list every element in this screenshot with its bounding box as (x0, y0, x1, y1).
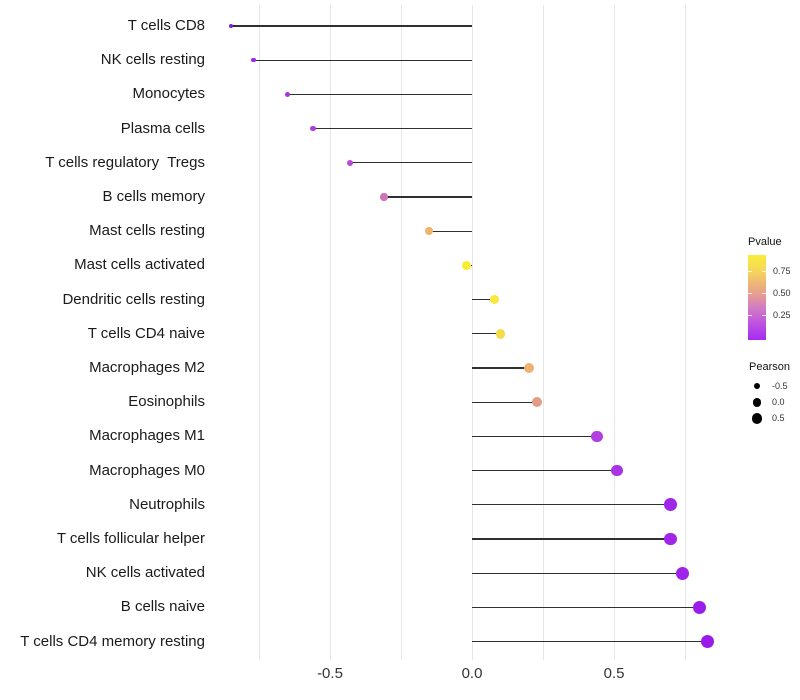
gridline (684, 5, 686, 660)
colorbar-tick (762, 292, 766, 294)
lollipop-segment (472, 333, 501, 335)
lollipop-segment (383, 196, 472, 198)
pvalue-legend-title: Pvalue (748, 236, 782, 248)
data-point (591, 430, 603, 443)
category-label: B cells naive (120, 598, 205, 616)
data-point (700, 634, 715, 649)
data-point (532, 397, 543, 408)
lollipop-segment (472, 606, 700, 609)
data-point (346, 159, 354, 167)
colorbar-tick (762, 270, 766, 272)
pvalue-tick-label: 0.50 (773, 287, 791, 298)
gridline (471, 5, 473, 660)
pearson-legend-title: Pearson (749, 361, 790, 373)
colorbar-tick (762, 315, 766, 316)
category-label: Mast cells activated (74, 256, 205, 274)
pvalue-tick-label: 0.25 (773, 310, 791, 320)
data-point (664, 498, 678, 512)
data-point (251, 57, 256, 63)
category-label: T cells CD8 (127, 17, 205, 34)
lollipop-segment (287, 93, 472, 96)
x-tick-label: 0.0 (461, 665, 483, 682)
data-point (461, 261, 471, 270)
category-label: T cells CD4 memory resting (20, 632, 205, 650)
lollipop-segment (253, 59, 472, 61)
category-label: T cells follicular helper (56, 530, 205, 547)
lollipop-segment (472, 469, 617, 472)
category-label: Neutrophils (129, 495, 205, 513)
category-label: Macrophages M0 (89, 461, 205, 479)
data-point (664, 532, 678, 546)
gridline (613, 5, 615, 660)
pearson-size-label: -0.5 (772, 380, 788, 391)
pearson-size-dot (751, 413, 763, 424)
lollipop-segment (472, 538, 671, 540)
lollipop-segment (472, 572, 683, 574)
data-point (490, 294, 500, 305)
lollipop-segment (429, 230, 472, 232)
pearson-size-dot (753, 382, 761, 390)
pearson-size-label: 0.0 (772, 396, 785, 407)
lollipop-segment (472, 640, 708, 643)
category-label: Monocytes (132, 85, 205, 103)
category-label: T cells CD4 naive (87, 324, 205, 342)
gridline (329, 5, 331, 660)
lollipop-segment (472, 504, 671, 506)
data-point (425, 227, 434, 236)
colorbar-tick (748, 315, 752, 316)
data-point (284, 91, 291, 98)
data-point (692, 600, 706, 615)
gridline (542, 5, 544, 660)
data-point (495, 329, 506, 339)
gridline (258, 5, 260, 660)
category-label: B cells memory (102, 188, 205, 205)
data-point (310, 125, 316, 132)
data-point (228, 23, 233, 29)
category-label: Macrophages M1 (89, 427, 205, 445)
category-label: T cells regulatory Tregs (45, 153, 205, 171)
pearson-size-dot (752, 398, 762, 407)
lollipop-segment (472, 367, 529, 369)
gridline (400, 5, 402, 660)
category-label: Plasma cells (120, 119, 205, 137)
pvalue-tick-label: 0.75 (773, 265, 791, 276)
data-point (523, 362, 534, 373)
category-label: Macrophages M2 (89, 359, 205, 376)
data-point (380, 193, 388, 201)
pvalue-colorbar (748, 255, 766, 340)
category-label: Eosinophils (128, 393, 205, 411)
lollipop-segment (472, 401, 538, 403)
pearson-size-label: 0.5 (772, 413, 785, 424)
colorbar-tick (748, 270, 752, 272)
lollipop-segment (230, 25, 472, 27)
lollipop-segment (472, 435, 597, 438)
category-label: NK cells resting (100, 51, 205, 69)
x-tick-label: 0.5 (603, 665, 625, 682)
lollipop-segment (349, 162, 472, 164)
data-point (675, 566, 689, 580)
colorbar-tick (748, 292, 752, 294)
lollipop-segment (312, 127, 472, 130)
category-label: NK cells activated (85, 564, 205, 582)
category-label: Mast cells resting (89, 222, 205, 240)
lollipop-segment (472, 298, 495, 301)
data-point (610, 464, 623, 477)
category-label: Dendritic cells resting (62, 290, 205, 308)
x-tick-label: -0.5 (317, 665, 343, 682)
